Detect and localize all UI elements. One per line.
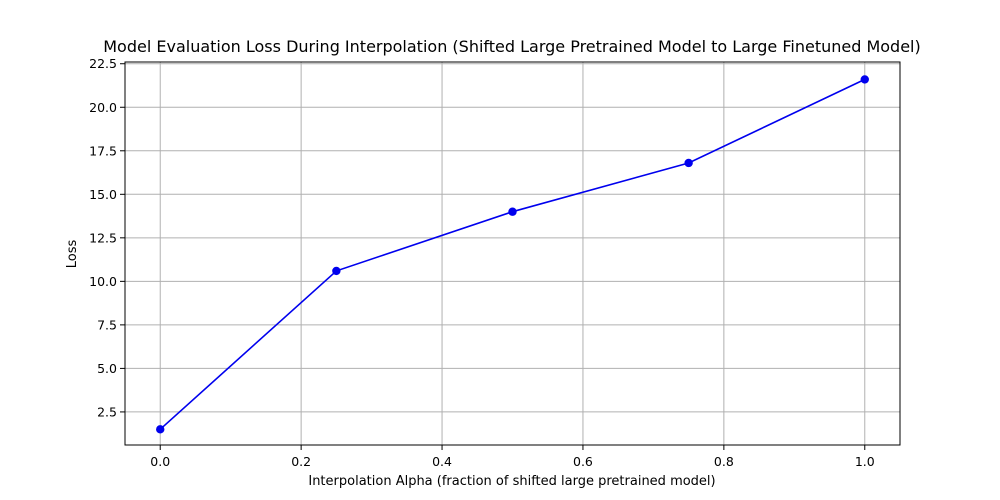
x-tick-label: 0.8 — [714, 454, 734, 469]
x-axis-label: Interpolation Alpha (fraction of shifted… — [308, 474, 715, 489]
y-tick-label: 2.5 — [97, 404, 117, 419]
y-tick-label: 10.0 — [89, 274, 117, 289]
x-tick-label: 0.0 — [150, 454, 170, 469]
data-point — [156, 425, 165, 434]
x-tick-label: 0.2 — [291, 454, 311, 469]
y-tick-label: 5.0 — [97, 361, 117, 376]
x-tick-label: 1.0 — [855, 454, 875, 469]
y-tick-label: 12.5 — [89, 230, 117, 245]
y-tick-label: 22.5 — [89, 56, 117, 71]
x-tick-label: 0.6 — [573, 454, 593, 469]
data-point — [684, 158, 693, 168]
grid — [125, 62, 900, 445]
data-point — [508, 207, 517, 216]
y-axis-ticks: 2.5 5.0 7.5 10.0 12.5 15.0 17.5 20.0 22.5 — [89, 56, 125, 419]
chart-title: Model Evaluation Loss During Interpolati… — [103, 37, 921, 56]
data-point — [332, 266, 341, 276]
y-tick-label: 20.0 — [89, 100, 117, 115]
x-axis-ticks: 0.0 0.2 0.4 0.6 0.8 1.0 — [150, 445, 875, 469]
y-tick-label: 15.0 — [89, 187, 117, 202]
y-tick-label: 17.5 — [89, 143, 117, 158]
series-line — [159, 78, 866, 430]
y-axis-label: Loss — [65, 240, 80, 269]
y-tick-label: 7.5 — [97, 317, 117, 332]
x-tick-label: 0.4 — [432, 454, 452, 469]
plot-frame — [124, 61, 901, 446]
series-layer — [156, 75, 869, 434]
data-point — [860, 75, 869, 84]
